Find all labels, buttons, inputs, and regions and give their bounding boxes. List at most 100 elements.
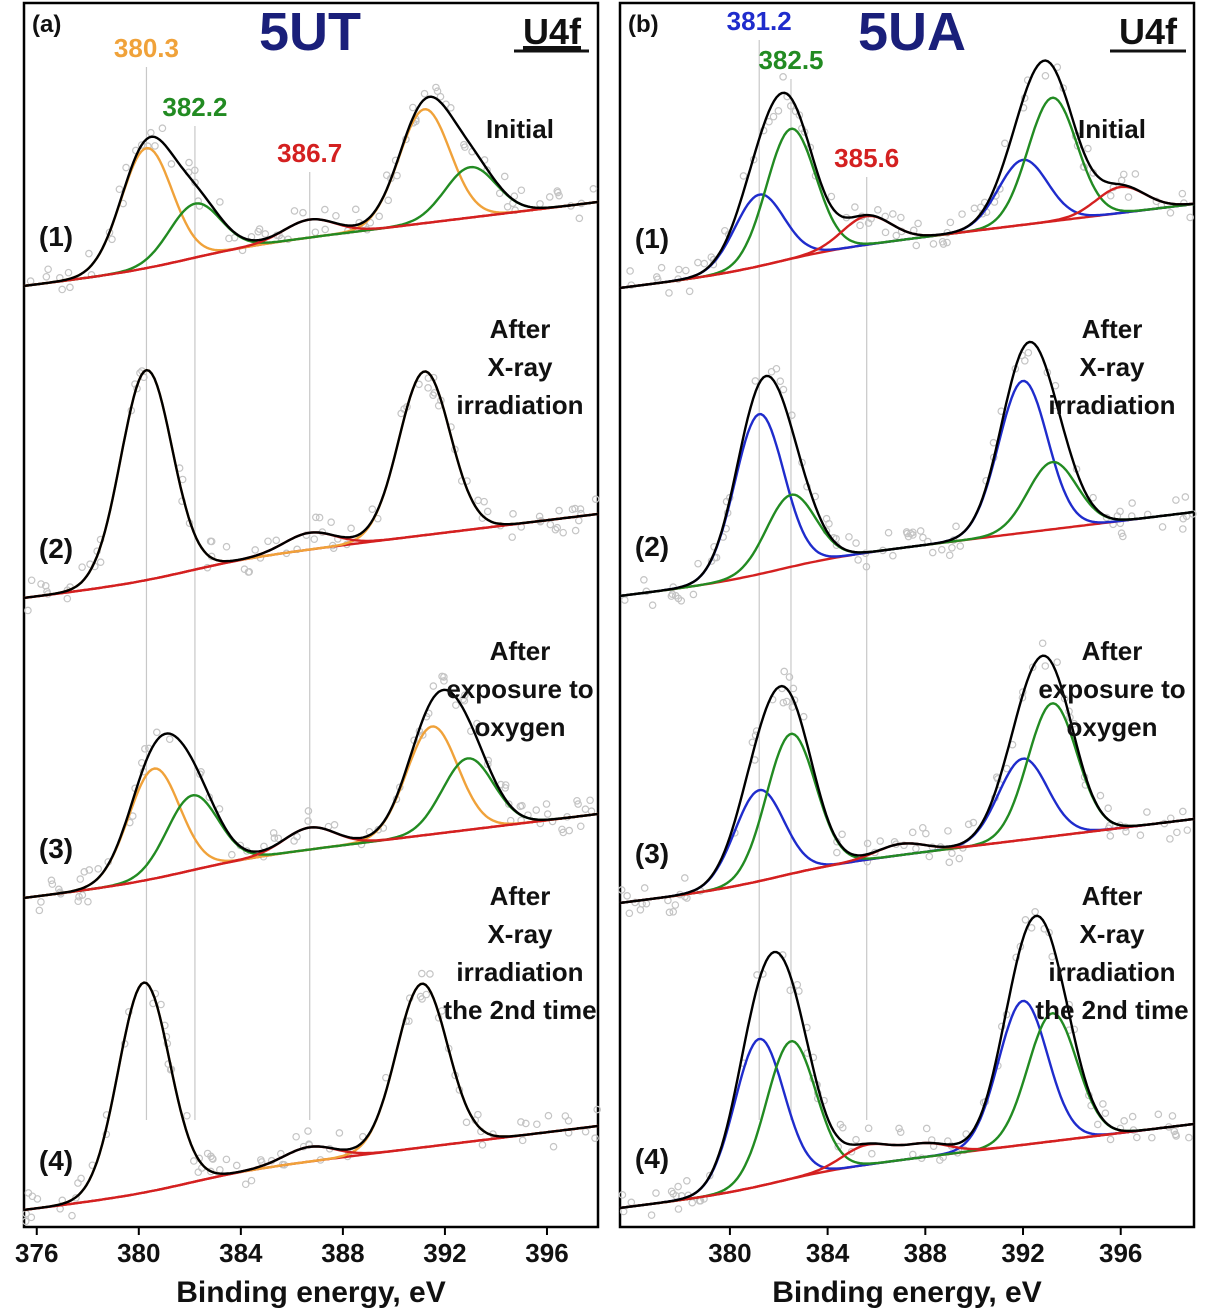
data-point	[946, 218, 955, 227]
data-point	[474, 1110, 482, 1119]
data-point	[889, 551, 897, 560]
data-point	[504, 800, 513, 808]
data-point	[551, 525, 560, 534]
data-point	[420, 89, 429, 98]
condition-label: irradiation	[1048, 390, 1175, 420]
data-point	[929, 240, 938, 248]
data-point	[640, 884, 649, 892]
panel-a-x-ticks: 376 380 384 388 392 396	[15, 1227, 569, 1268]
data-point	[683, 894, 691, 902]
spectrum-label: (4)	[635, 1143, 669, 1174]
data-point	[863, 839, 872, 848]
data-point	[64, 268, 73, 277]
data-point	[776, 377, 785, 386]
data-point	[165, 735, 174, 744]
data-point	[619, 1207, 628, 1216]
data-point	[310, 535, 319, 543]
spectrum-label: (3)	[635, 838, 669, 869]
data-point	[24, 606, 32, 615]
data-point	[500, 172, 509, 181]
data-point	[1166, 208, 1175, 217]
data-point	[884, 528, 893, 537]
data-point	[574, 516, 583, 525]
data-point	[501, 784, 510, 792]
data-point	[409, 103, 417, 112]
spectrum-label: (2)	[39, 533, 73, 564]
data-point	[958, 210, 966, 218]
spectrum-label: (2)	[635, 531, 669, 562]
data-point	[1027, 924, 1036, 932]
data-point	[1106, 1135, 1115, 1144]
data-point	[459, 695, 467, 704]
data-point	[460, 696, 469, 705]
x-tick-label: 380	[708, 1238, 751, 1268]
data-point	[37, 580, 45, 588]
x-tick-label: 392	[423, 1238, 466, 1268]
data-point	[1028, 663, 1037, 672]
data-point	[42, 272, 51, 281]
data-point	[680, 874, 689, 882]
data-point	[1099, 1100, 1107, 1108]
data-point	[874, 206, 882, 214]
data-point	[1186, 213, 1194, 222]
data-point	[35, 906, 44, 915]
data-point	[122, 163, 130, 172]
data-point	[522, 1119, 530, 1128]
data-point	[1173, 828, 1181, 837]
data-point	[1124, 193, 1133, 201]
data-point	[194, 1168, 203, 1176]
data-point	[721, 226, 729, 235]
data-point	[559, 528, 567, 537]
data-point	[854, 556, 862, 564]
data-point	[222, 542, 231, 551]
component-curve	[23, 1124, 599, 1212]
data-point	[232, 1161, 241, 1170]
data-point	[564, 1116, 573, 1125]
condition-label: X-ray	[487, 919, 553, 949]
data-point	[405, 1017, 413, 1025]
data-point	[518, 801, 526, 810]
data-point	[1136, 831, 1145, 840]
data-point	[511, 206, 519, 215]
peak-label: 385.6	[834, 143, 899, 173]
data-point	[677, 596, 686, 605]
data-point	[418, 995, 426, 1003]
data-point	[462, 1118, 471, 1127]
x-tick-label: 376	[15, 1238, 58, 1268]
panel-a-spectra	[21, 83, 601, 1226]
data-point	[1166, 835, 1174, 843]
data-point	[480, 497, 488, 506]
panel-a-conditions: Initial After X-ray irradiation After exposur…	[443, 114, 596, 1025]
x-tick-label: 388	[321, 1238, 364, 1268]
data-point	[543, 810, 552, 818]
spectrum-label: (1)	[39, 221, 73, 252]
data-point	[1106, 191, 1115, 200]
component-curve	[23, 165, 599, 288]
data-point	[517, 1118, 525, 1126]
data-point	[889, 210, 897, 218]
data-point	[270, 834, 279, 842]
data-point	[707, 253, 716, 261]
data-point	[290, 837, 298, 845]
data-point	[66, 283, 74, 292]
data-point	[970, 204, 979, 213]
condition-label: Initial	[486, 114, 554, 144]
data-point	[922, 829, 930, 838]
data-point	[508, 533, 516, 541]
data-point	[228, 850, 236, 859]
data-point	[916, 527, 925, 535]
data-point	[58, 285, 66, 294]
data-point	[44, 265, 52, 274]
data-point	[909, 531, 917, 539]
data-point	[1128, 499, 1136, 507]
data-point	[517, 186, 526, 195]
data-point	[311, 228, 320, 237]
data-point	[545, 193, 554, 201]
data-point	[74, 897, 82, 906]
envelope-curve	[619, 340, 1195, 598]
data-point	[27, 576, 36, 585]
data-point	[648, 601, 657, 609]
data-point	[919, 533, 927, 542]
data-point	[918, 823, 927, 832]
data-point	[495, 189, 504, 198]
